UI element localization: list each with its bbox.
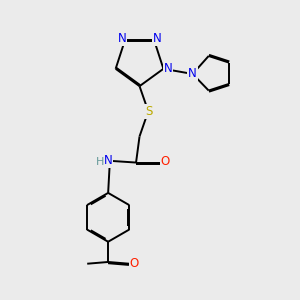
Text: N: N [188, 67, 197, 80]
Text: N: N [104, 154, 112, 166]
Text: O: O [130, 257, 139, 270]
Text: H: H [96, 157, 104, 166]
Text: O: O [161, 155, 170, 168]
Text: N: N [164, 62, 172, 75]
Text: N: N [118, 32, 126, 46]
Text: S: S [145, 105, 153, 118]
Text: N: N [153, 32, 161, 46]
